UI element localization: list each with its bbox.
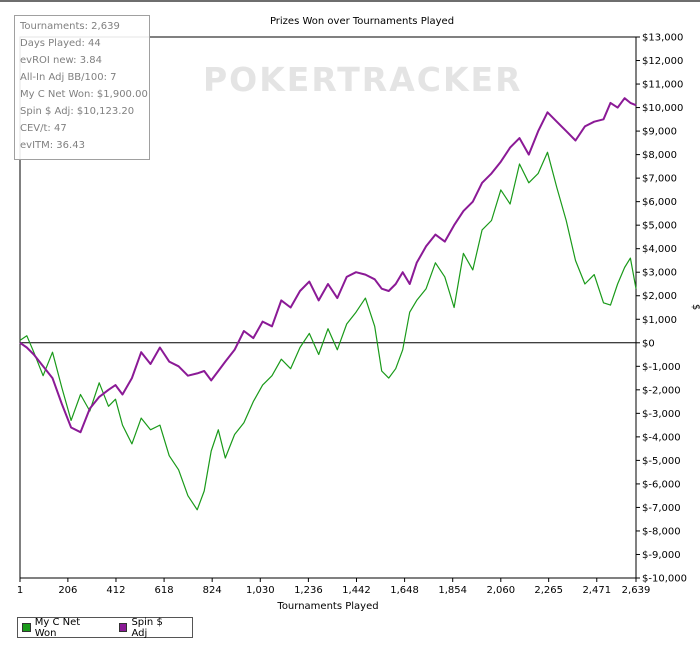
y-tick-label: $4,000 bbox=[642, 244, 677, 255]
y-tick-label: $2,000 bbox=[642, 291, 677, 302]
pokertracker-watermark: POKERTRACKER bbox=[203, 60, 523, 99]
y-tick-label: $-7,000 bbox=[642, 503, 681, 514]
x-tick-label: 1,442 bbox=[342, 585, 371, 596]
x-tick-label: 618 bbox=[155, 585, 174, 596]
y-tick-label: $-9,000 bbox=[642, 550, 681, 561]
y-tick-label: $6,000 bbox=[642, 197, 677, 208]
y-tick-label: $-1,000 bbox=[642, 362, 681, 373]
legend-item-spin-adj[interactable]: Spin $ Adj bbox=[118, 616, 180, 639]
y-tick-label: $-10,000 bbox=[642, 574, 687, 585]
stats-panel: Tournaments: 2,639 Days Played: 44 evROI… bbox=[14, 15, 150, 160]
window-top-border bbox=[0, 0, 700, 2]
stat-net-won: My C Net Won: $1,900.00 bbox=[20, 89, 148, 100]
y-axis-label: $ bbox=[690, 304, 700, 310]
y-tick-label: $8,000 bbox=[642, 150, 677, 161]
y-tick-label: $3,000 bbox=[642, 268, 677, 279]
series-line-net-won bbox=[19, 151, 637, 511]
y-tick-label: $7,000 bbox=[642, 174, 677, 185]
y-tick-label: $9,000 bbox=[642, 127, 677, 138]
x-tick-label: 1,030 bbox=[246, 585, 275, 596]
stat-spin-adj: Spin $ Adj: $10,123.20 bbox=[20, 106, 135, 117]
y-tick-label: $-8,000 bbox=[642, 526, 681, 537]
x-tick-label: 2,471 bbox=[582, 585, 611, 596]
y-tick-label: $-5,000 bbox=[642, 456, 681, 467]
x-tick-label: 824 bbox=[203, 585, 222, 596]
y-tick-label: $0 bbox=[642, 338, 655, 349]
y-tick-label: $5,000 bbox=[642, 221, 677, 232]
y-tick-label: $11,000 bbox=[642, 80, 683, 91]
stat-days-played: Days Played: 44 bbox=[20, 38, 101, 49]
stat-evitm: evITM: 36.43 bbox=[20, 140, 85, 151]
x-axis: 1 206 412 618 824 1,030 1,236 1,442 1,648 1,854 2,… bbox=[17, 578, 651, 596]
y-tick-label: $13,000 bbox=[642, 33, 683, 44]
y-tick-label: $-4,000 bbox=[642, 432, 681, 443]
legend-item-net-won[interactable]: My C Net Won bbox=[22, 617, 103, 639]
x-tick-label: 412 bbox=[106, 585, 125, 596]
x-tick-label: 2,265 bbox=[534, 585, 563, 596]
series-line-spin-adj bbox=[19, 97, 637, 434]
legend-label-net-won: My C Net Won bbox=[34, 616, 81, 639]
legend-swatch-net-won bbox=[22, 623, 31, 632]
x-tick-label: 1,236 bbox=[294, 585, 323, 596]
y-axis: $13,000 $12,000 $11,000 $10,000 $9,000 $8,000… bbox=[636, 33, 687, 585]
stat-evroi: evROI new: 3.84 bbox=[20, 55, 102, 66]
y-tick-label: $10,000 bbox=[642, 103, 683, 114]
chart-title: Prizes Won over Tournaments Played bbox=[270, 16, 454, 27]
y-tick-label: $12,000 bbox=[642, 56, 683, 67]
y-tick-label: $-6,000 bbox=[642, 479, 681, 490]
x-tick-label: 2,639 bbox=[622, 585, 651, 596]
x-tick-label: 1,648 bbox=[390, 585, 419, 596]
chart-legend: My C Net Won Spin $ Adj bbox=[17, 616, 193, 639]
legend-swatch-spin-adj bbox=[118, 623, 128, 632]
stat-allin-adj: All-In Adj BB/100: 7 bbox=[20, 72, 117, 83]
x-tick-label: 1,854 bbox=[438, 585, 467, 596]
y-tick-label: $-3,000 bbox=[642, 409, 681, 420]
plot-area bbox=[19, 36, 637, 579]
series-group bbox=[19, 97, 637, 511]
legend-label-spin-adj: Spin $ Adj bbox=[131, 616, 163, 639]
x-tick-label: 2,060 bbox=[486, 585, 515, 596]
x-tick-label: 1 bbox=[17, 585, 23, 596]
x-tick-label: 206 bbox=[58, 585, 77, 596]
stat-cev: CEV/t: 47 bbox=[20, 123, 67, 134]
y-tick-label: $-2,000 bbox=[642, 385, 681, 396]
stat-tournaments: Tournaments: 2,639 bbox=[20, 21, 120, 32]
y-tick-label: $1,000 bbox=[642, 315, 677, 326]
x-axis-label: Tournaments Played bbox=[276, 601, 378, 612]
